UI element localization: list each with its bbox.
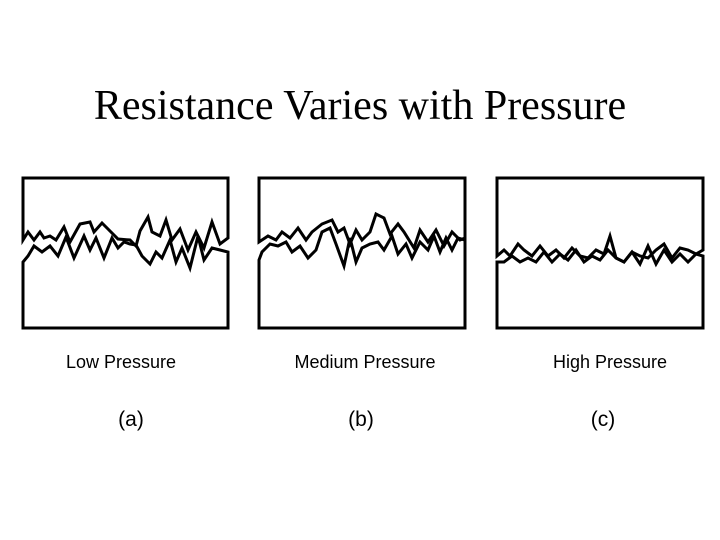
label-b: (b) (348, 408, 374, 431)
lower-surface-b (257, 225, 467, 330)
label-c: (c) (590, 408, 616, 431)
caption-medium-pressure: Medium Pressure (294, 352, 436, 372)
caption-high-pressure: High Pressure (552, 352, 668, 372)
upper-surface-a (21, 176, 230, 254)
lower-surface-c (495, 242, 705, 330)
panel-medium-pressure (257, 176, 467, 330)
caption-low-pressure: Low Pressure (65, 352, 177, 372)
panel-high-pressure (495, 176, 705, 330)
slide-title: Resistance Varies with Pressure (93, 83, 627, 129)
upper-surface-c (495, 176, 705, 264)
panel-low-pressure (21, 176, 230, 330)
label-a: (a) (118, 408, 144, 431)
lower-surface-a (21, 232, 230, 330)
